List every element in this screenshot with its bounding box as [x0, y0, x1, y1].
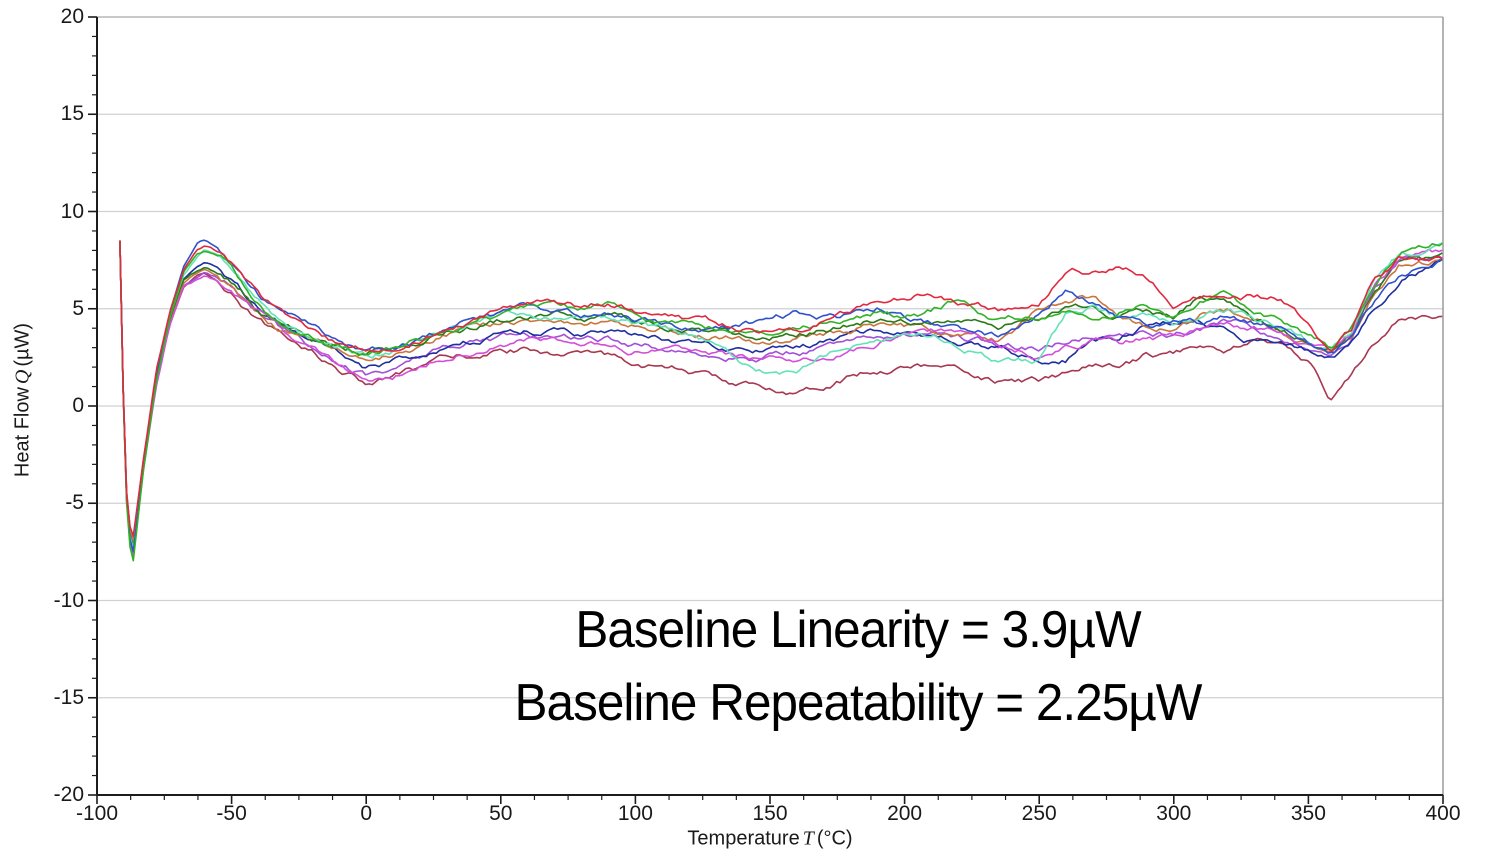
series-line-navy [119, 240, 1443, 551]
x-tick-label-200: 200 [887, 802, 923, 825]
x-tick-label-350: 350 [1290, 802, 1326, 825]
series-line-maroon [119, 240, 1443, 540]
series-line-blue [119, 239, 1443, 553]
y-tick-label-5: 5 [72, 296, 84, 320]
series-line-green [119, 240, 1443, 562]
y-tick-label-0: 0 [72, 394, 84, 417]
series-line-magenta [119, 240, 1443, 558]
y-axis-title: Heat Flow Q (µW) [12, 323, 35, 477]
y-tick-label-15: 15 [60, 102, 84, 126]
x-tick-label-150: 150 [752, 802, 788, 825]
series-line-darkgreen [119, 240, 1443, 548]
baseline-annotation: Baseline Linearity = 3.9µW Baseline Repe… [336, 594, 1381, 740]
x-tick-label-0: 0 [360, 802, 373, 825]
baseline-linearity-text: Baseline Linearity = 3.9µW [575, 601, 1141, 659]
x-tick-label-400: 400 [1425, 802, 1461, 825]
x-tick-label-50: 50 [489, 802, 513, 825]
x-tick-label--100: -100 [75, 802, 119, 825]
series-line-aquamarine [119, 240, 1443, 550]
x-axis-title-unit: (°C) [816, 827, 853, 850]
y-axis-title-prefix: Heat Flow [11, 387, 34, 478]
x-axis-title-symbol: T [802, 827, 814, 850]
series-line-orange [119, 240, 1443, 543]
y-axis-title-unit: (µW) [11, 322, 34, 367]
x-axis-title-prefix: Temperature [687, 827, 800, 850]
x-tick-label-250: 250 [1021, 802, 1057, 825]
y-tick-label--20: -20 [53, 783, 84, 806]
y-tick-label--10: -10 [53, 588, 84, 612]
series-line-red [119, 240, 1443, 537]
x-tick-label-100: 100 [617, 802, 653, 825]
y-tick-label-10: 10 [60, 199, 84, 223]
y-tick-label--15: -15 [53, 685, 84, 709]
y-tick-label--5: -5 [65, 491, 84, 515]
y-tick-label-20: 20 [60, 5, 84, 28]
x-tick-label--50: -50 [216, 802, 247, 825]
x-axis-title: Temperature T (°C) [687, 828, 852, 851]
y-axis-title-symbol: Q [11, 369, 34, 385]
series-group [119, 239, 1443, 562]
baseline-repeatability-text: Baseline Repeatability = 2.25µW [514, 674, 1203, 732]
x-tick-label-300: 300 [1156, 802, 1192, 825]
